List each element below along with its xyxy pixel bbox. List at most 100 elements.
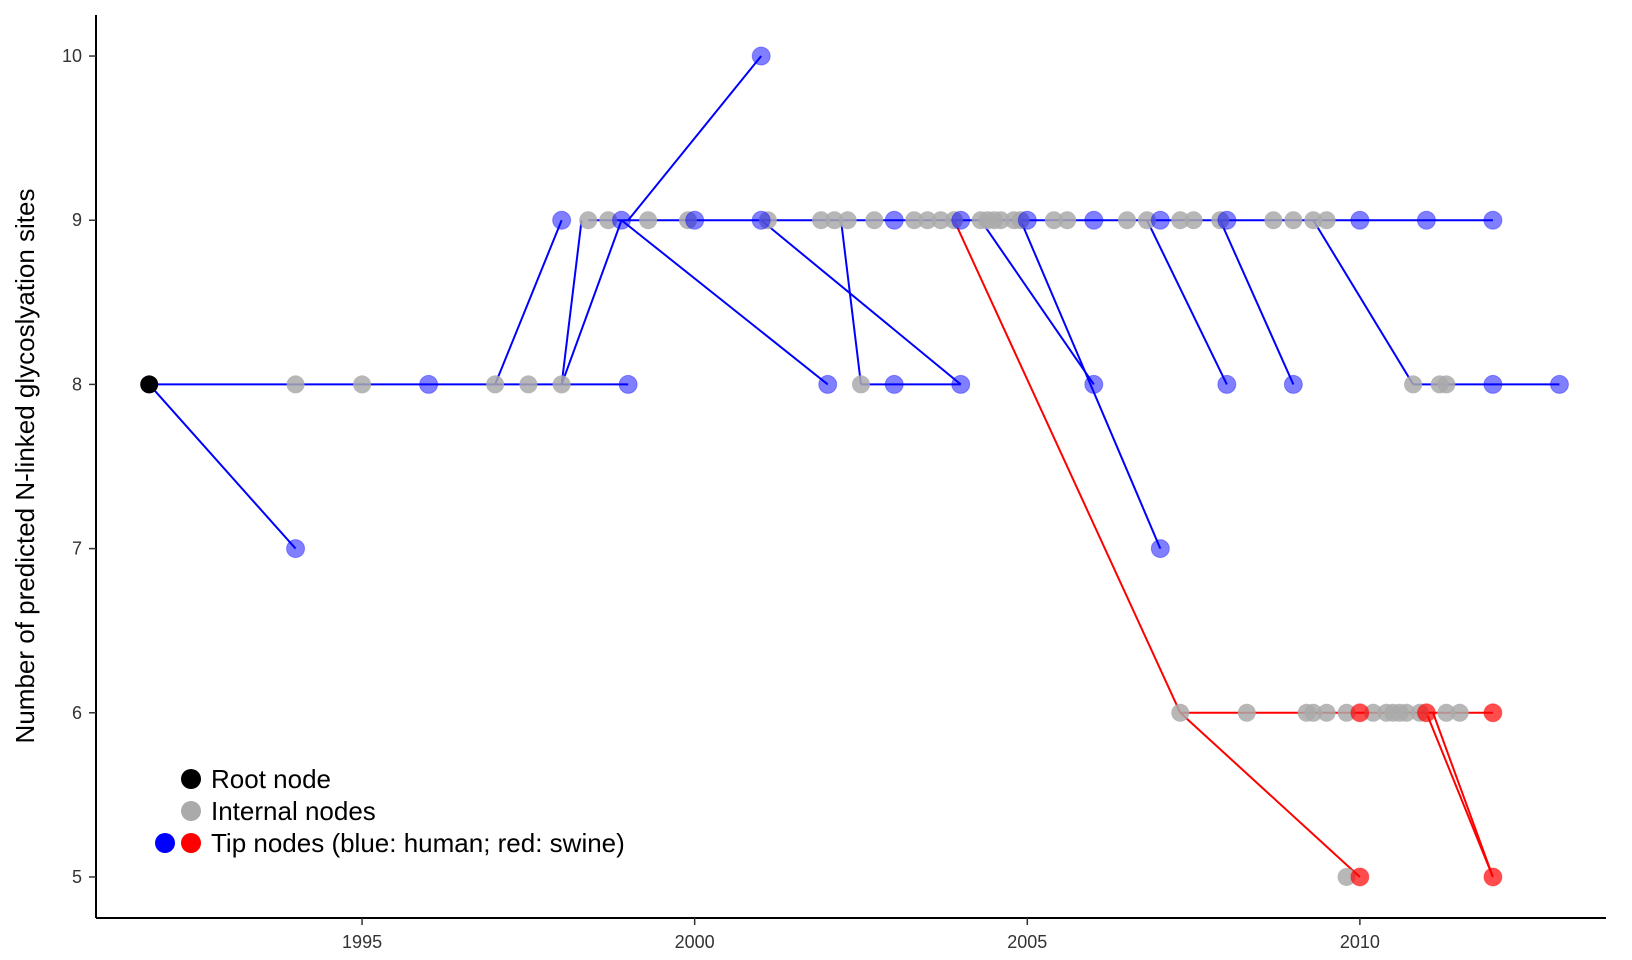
internal-node (991, 211, 1010, 230)
x-tick-label: 2000 (675, 932, 715, 952)
human-tip-node (612, 210, 632, 230)
swine-tip-node (1416, 703, 1436, 723)
legend-swatch (181, 769, 201, 789)
human-tip-node (751, 46, 771, 66)
internal-node (1337, 867, 1356, 886)
internal-node (1044, 211, 1063, 230)
internal-node (1118, 211, 1137, 230)
human-edge (1146, 219, 1228, 385)
internal-node (1138, 211, 1157, 230)
internal-node (1171, 703, 1190, 722)
swine-tip-node (1483, 703, 1503, 723)
human-tip-node (1084, 374, 1104, 394)
legend-item: Internal nodes (181, 796, 376, 826)
legend-label: Internal nodes (211, 796, 376, 826)
internal-node (825, 211, 844, 230)
human-tip-node (1217, 374, 1237, 394)
internal-node (851, 375, 870, 394)
x-tick-label: 1995 (342, 932, 382, 952)
tree-nodes (140, 46, 1569, 887)
legend-swatch (181, 801, 201, 821)
human-tip-node (818, 374, 838, 394)
legend-swatch (181, 833, 201, 853)
internal-node (1337, 703, 1356, 722)
legend-label: Root node (211, 764, 331, 794)
human-edge (1312, 219, 1414, 385)
human-edge (840, 220, 862, 385)
y-tick-label: 6 (72, 703, 82, 723)
internal-node (639, 211, 658, 230)
x-tick-label: 2010 (1340, 932, 1380, 952)
human-tip-node (1416, 210, 1436, 230)
internal-node (519, 375, 538, 394)
y-axis-title: Number of predicted N-linked glycoslyati… (10, 189, 40, 744)
human-tip-node (618, 374, 638, 394)
internal-node (812, 211, 831, 230)
human-tip-node (1084, 210, 1104, 230)
human-tip-node (751, 210, 771, 230)
y-tick-label: 5 (72, 867, 82, 887)
internal-node (1397, 703, 1416, 722)
human-tip-node (685, 210, 705, 230)
internal-node (1264, 211, 1283, 230)
human-tip-node (1283, 374, 1303, 394)
human-tip-node (951, 374, 971, 394)
y-tick-label: 8 (72, 374, 82, 394)
human-edge (620, 219, 829, 386)
human-tip-node (286, 539, 306, 559)
internal-node (1184, 211, 1203, 230)
internal-node (353, 375, 372, 394)
human-tip-node (552, 210, 572, 230)
legend-swatch (155, 833, 175, 853)
legend-item: Root node (181, 764, 331, 794)
human-tip-node (1483, 374, 1503, 394)
human-tip-node (1350, 210, 1370, 230)
root-node (140, 375, 159, 394)
human-tip-node (884, 374, 904, 394)
internal-node (838, 211, 857, 230)
internal-node (918, 211, 937, 230)
human-tip-node (1017, 210, 1037, 230)
internal-node (1304, 703, 1323, 722)
human-edge (979, 219, 1095, 385)
human-tip-node (1483, 210, 1503, 230)
internal-node (579, 211, 598, 230)
internal-node (1437, 375, 1456, 394)
internal-node (286, 375, 305, 394)
swine-edge (1432, 712, 1494, 878)
internal-node (1237, 703, 1256, 722)
internal-node (1317, 211, 1336, 230)
y-tick-label: 9 (72, 210, 82, 230)
human-tip-node (884, 210, 904, 230)
y-tick-label: 7 (72, 539, 82, 559)
human-tip-node (419, 374, 439, 394)
human-edge (494, 219, 563, 385)
internal-node (1364, 703, 1383, 722)
swine-edge (1179, 712, 1361, 878)
internal-node (486, 375, 505, 394)
internal-node (905, 211, 924, 230)
human-edge (627, 55, 762, 221)
human-edge (148, 383, 297, 550)
human-tip-node (1150, 539, 1170, 559)
x-tick-label: 2005 (1007, 932, 1047, 952)
internal-node (599, 211, 618, 230)
internal-node (1284, 211, 1303, 230)
swine-tip-node (1483, 867, 1503, 887)
human-edge (560, 220, 583, 385)
internal-node (1058, 211, 1077, 230)
legend-label: Tip nodes (blue: human; red: swine) (211, 828, 625, 858)
swine-edge (1425, 712, 1494, 878)
tree-edges (148, 55, 1560, 878)
human-tip-node (1150, 210, 1170, 230)
human-edge (1219, 219, 1295, 385)
human-tip-node (1217, 210, 1237, 230)
internal-node (931, 211, 950, 230)
x-ticks: 1995 2000 2005 2010 (342, 918, 1380, 952)
y-ticks: 5 6 7 8 9 10 (62, 46, 96, 887)
internal-node (1304, 211, 1323, 230)
internal-node (1404, 375, 1423, 394)
human-tip-node (951, 210, 971, 230)
